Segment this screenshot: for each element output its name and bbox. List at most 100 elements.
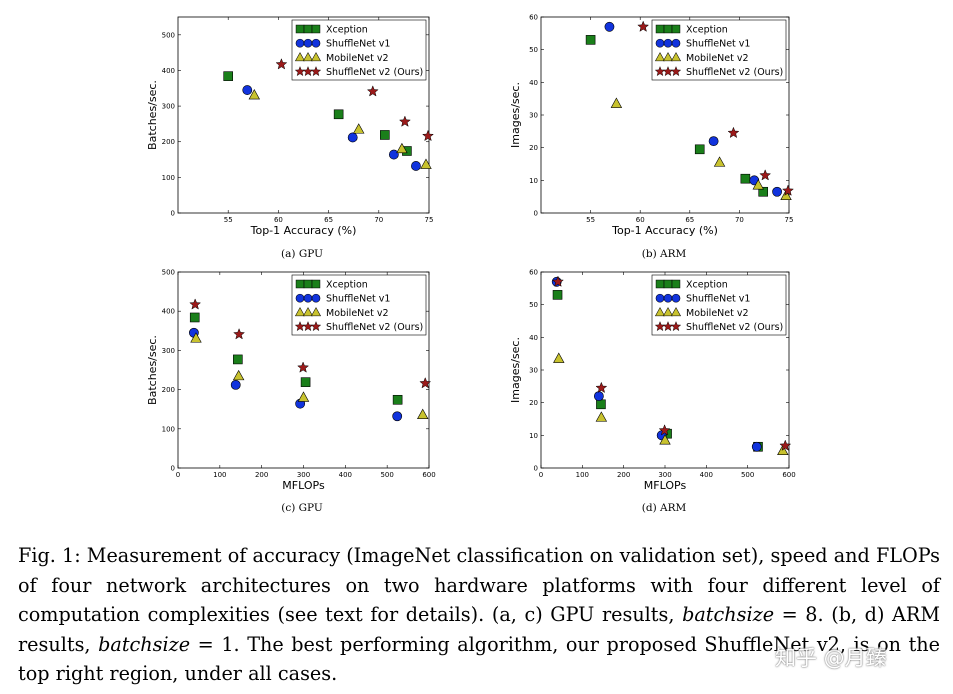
legend-marker-mobilenetv2 — [294, 52, 306, 62]
data-point-xception — [300, 377, 311, 387]
caption-batchsize-a: batchsize — [682, 603, 775, 626]
data-point-xception — [223, 71, 233, 81]
x-tick-label: 0 — [176, 471, 180, 479]
watermark: 知乎 @月臻 — [775, 646, 887, 670]
legend-marker-xception — [311, 279, 321, 289]
legend: Xception ShuffleNet v1 MobileNet v2 Shuffle… — [651, 19, 787, 81]
legend-marker-mobilenetv2 — [662, 307, 674, 317]
data-point-mobilenetv2 — [420, 158, 432, 169]
legend-label-mobilenetv2: MobileNet v2 — [686, 308, 749, 319]
legend-label-xception: Xception — [326, 279, 368, 290]
x-tick-label: 600 — [422, 471, 435, 479]
x-tick-label: 75 — [425, 216, 434, 224]
legend-marker-xception — [655, 279, 665, 289]
y-tick-label: 0 — [534, 210, 538, 218]
legend-marker-xception — [663, 279, 673, 289]
y-tick-label: 200 — [162, 386, 175, 394]
data-point-xception — [740, 173, 751, 184]
series-shufflev1 — [188, 327, 403, 422]
data-point-mobilenetv2 — [595, 411, 608, 422]
data-point-xception — [380, 130, 390, 140]
legend-marker-shufflev2 — [310, 321, 322, 332]
data-point-shufflev1 — [604, 21, 615, 32]
legend-marker-xception — [295, 279, 305, 289]
y-axis-label: Images/sec. — [509, 337, 522, 403]
legend-marker-shufflev1 — [295, 293, 305, 303]
data-point-mobilenetv2 — [610, 97, 623, 108]
data-point-shufflev2 — [366, 85, 379, 97]
y-tick-label: 400 — [162, 67, 175, 75]
legend-marker-mobilenetv2 — [302, 52, 314, 62]
y-tick-label: 10 — [529, 432, 538, 440]
y-axis-label: Batches/sec. — [146, 335, 159, 405]
data-point-shufflev1 — [347, 132, 358, 143]
data-point-mobilenetv2 — [248, 89, 261, 100]
y-tick-label: 40 — [529, 79, 538, 87]
legend-marker-mobilenetv2 — [654, 52, 666, 62]
series-shufflev2 — [189, 298, 432, 389]
caption-part-3: = 1. The best performing algorithm, our … — [18, 632, 941, 686]
legend-label-shufflev1: ShuffleNet v1 — [326, 294, 390, 305]
legend-marker-shufflev1 — [655, 38, 665, 48]
x-axis-label: Top-1 Accuracy (%) — [250, 224, 357, 237]
y-tick-label: 50 — [529, 46, 538, 54]
legend-marker-shufflev2 — [670, 321, 682, 332]
data-point-shufflev2 — [658, 424, 671, 436]
data-point-shufflev2 — [637, 20, 650, 32]
data-point-shufflev2 — [419, 377, 432, 389]
x-tick-label: 55 — [224, 216, 233, 224]
x-tick-label: 100 — [576, 471, 589, 479]
x-tick-label: 60 — [636, 216, 645, 224]
legend-marker-shufflev1 — [303, 38, 313, 48]
series-xception — [189, 312, 403, 405]
caption-part-1: Fig. 1: Measurement of accuracy (ImageNe… — [18, 544, 940, 626]
y-tick-label: 10 — [529, 177, 538, 185]
caption-batchsize-b: batchsize — [98, 632, 191, 656]
legend-marker-xception — [671, 24, 681, 34]
legend-label-mobilenetv2: MobileNet v2 — [326, 53, 389, 64]
x-tick-label: 600 — [782, 471, 795, 479]
y-tick-label: 0 — [171, 210, 175, 218]
x-axis-label: MFLOPs — [282, 479, 325, 492]
data-point-shufflev1 — [708, 136, 719, 147]
data-point-mobilenetv2 — [232, 369, 245, 381]
data-point-mobilenetv2 — [297, 391, 310, 402]
series-mobilenetv2 — [553, 352, 789, 455]
data-point-shufflev2 — [551, 275, 564, 287]
x-tick-label: 75 — [785, 216, 794, 224]
y-tick-label: 400 — [162, 308, 175, 316]
y-tick-label: 30 — [529, 367, 538, 375]
data-point-shufflev2 — [297, 361, 310, 373]
legend-marker-shufflev1 — [295, 38, 305, 48]
legend-label-xception: Xception — [686, 24, 728, 35]
data-point-shufflev1 — [772, 186, 782, 197]
x-tick-label: 300 — [658, 471, 671, 479]
data-point-shufflev2 — [782, 184, 794, 196]
x-tick-label: 65 — [324, 216, 333, 224]
legend-marker-xception — [303, 279, 313, 289]
legend-label-xception: Xception — [326, 24, 368, 35]
legend-marker-shufflev2 — [310, 66, 322, 77]
legend-marker-shufflev1 — [303, 293, 313, 303]
legend-marker-shufflev1 — [671, 293, 681, 303]
x-tick-label: 70 — [374, 216, 383, 224]
data-point-shufflev2 — [779, 439, 792, 451]
data-point-shufflev1 — [392, 411, 403, 422]
y-tick-label: 100 — [162, 174, 175, 182]
y-tick-label: 0 — [171, 465, 175, 473]
x-tick-label: 55 — [586, 216, 595, 224]
data-point-shufflev2 — [398, 115, 411, 127]
series-mobilenetv2 — [190, 332, 429, 419]
data-point-mobilenetv2 — [417, 408, 429, 419]
series-mobilenetv2 — [610, 97, 792, 200]
legend: Xception ShuffleNet v1 MobileNet v2 Shuffle… — [291, 274, 427, 336]
legend-marker-mobilenetv2 — [670, 307, 682, 317]
legend-marker-shufflev2 — [670, 66, 682, 77]
data-point-xception — [233, 354, 243, 365]
data-point-xception — [189, 312, 200, 323]
x-tick-label: 60 — [274, 216, 283, 224]
data-point-mobilenetv2 — [190, 332, 202, 343]
y-tick-label: 20 — [529, 399, 538, 407]
